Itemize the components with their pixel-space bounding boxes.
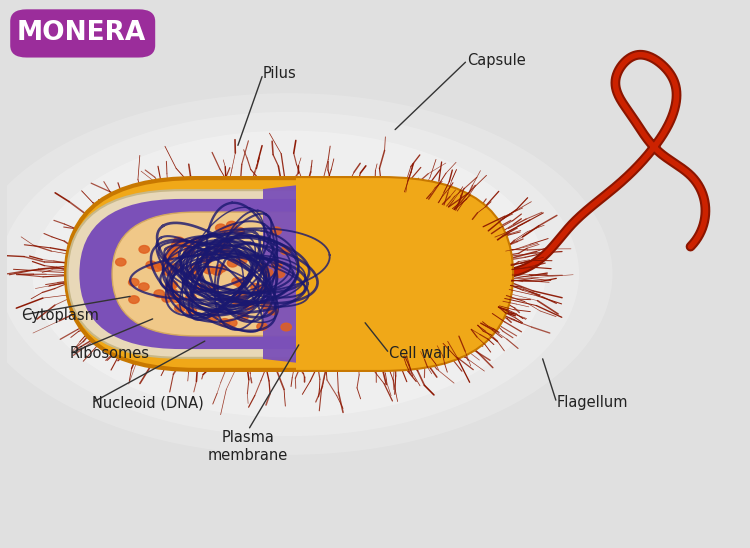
Circle shape (244, 302, 254, 310)
Circle shape (227, 259, 238, 267)
Circle shape (175, 304, 185, 312)
Text: Nucleoid (DNA): Nucleoid (DNA) (92, 395, 204, 410)
Circle shape (272, 261, 282, 269)
Circle shape (236, 280, 246, 288)
Circle shape (154, 290, 164, 298)
Text: Plasma
membrane: Plasma membrane (208, 430, 288, 463)
Circle shape (190, 264, 200, 272)
Circle shape (237, 256, 247, 264)
Circle shape (167, 281, 178, 289)
Circle shape (139, 246, 149, 253)
Circle shape (271, 227, 281, 235)
Circle shape (257, 264, 268, 271)
Circle shape (195, 284, 206, 292)
Text: Capsule: Capsule (467, 53, 526, 68)
Text: Cell wall: Cell wall (389, 346, 451, 361)
Circle shape (226, 221, 237, 229)
Circle shape (256, 323, 267, 330)
Circle shape (168, 250, 178, 258)
Circle shape (262, 269, 273, 277)
Circle shape (202, 256, 212, 264)
Circle shape (116, 258, 126, 266)
Circle shape (232, 297, 242, 305)
Circle shape (208, 313, 218, 321)
FancyBboxPatch shape (10, 9, 155, 58)
Circle shape (163, 267, 173, 275)
Circle shape (172, 241, 182, 249)
Ellipse shape (32, 130, 545, 418)
Circle shape (172, 295, 182, 302)
Circle shape (139, 283, 149, 290)
Circle shape (187, 271, 197, 278)
Circle shape (216, 265, 226, 272)
Circle shape (167, 289, 178, 296)
Ellipse shape (0, 93, 613, 455)
Circle shape (232, 278, 242, 286)
Circle shape (214, 246, 225, 254)
FancyBboxPatch shape (112, 212, 466, 336)
Polygon shape (296, 173, 527, 375)
Circle shape (184, 247, 194, 255)
Circle shape (261, 301, 272, 309)
FancyBboxPatch shape (68, 190, 481, 358)
Text: Cytoplasm: Cytoplasm (21, 307, 99, 323)
Circle shape (200, 249, 211, 257)
Text: Pilus: Pilus (263, 66, 297, 82)
Circle shape (165, 283, 176, 290)
Circle shape (163, 254, 173, 261)
Polygon shape (263, 184, 311, 364)
Circle shape (167, 246, 178, 254)
Circle shape (280, 247, 291, 254)
Circle shape (129, 296, 140, 304)
Circle shape (268, 307, 278, 315)
FancyBboxPatch shape (80, 199, 469, 349)
Circle shape (157, 262, 167, 270)
Circle shape (211, 267, 222, 275)
Circle shape (281, 323, 292, 331)
Circle shape (186, 294, 196, 301)
Circle shape (221, 226, 232, 234)
Circle shape (234, 227, 244, 235)
Text: Flagellum: Flagellum (556, 395, 628, 410)
Circle shape (226, 319, 237, 327)
Circle shape (251, 283, 261, 291)
Circle shape (220, 248, 230, 256)
Circle shape (181, 240, 191, 248)
Circle shape (128, 278, 139, 286)
Circle shape (191, 238, 202, 246)
Circle shape (215, 224, 226, 232)
Circle shape (238, 313, 248, 321)
Circle shape (220, 318, 230, 326)
Circle shape (162, 295, 172, 302)
Text: Ribosomes: Ribosomes (70, 346, 150, 361)
Circle shape (152, 264, 162, 271)
Circle shape (236, 293, 247, 300)
FancyBboxPatch shape (66, 178, 512, 370)
Circle shape (259, 284, 269, 292)
Circle shape (146, 261, 157, 269)
Circle shape (171, 264, 182, 271)
Circle shape (174, 237, 184, 245)
Ellipse shape (0, 112, 579, 436)
Circle shape (204, 266, 214, 274)
Circle shape (208, 284, 218, 292)
Circle shape (274, 270, 285, 278)
Circle shape (186, 307, 196, 315)
Circle shape (220, 242, 230, 250)
Text: MONERA: MONERA (16, 20, 146, 47)
